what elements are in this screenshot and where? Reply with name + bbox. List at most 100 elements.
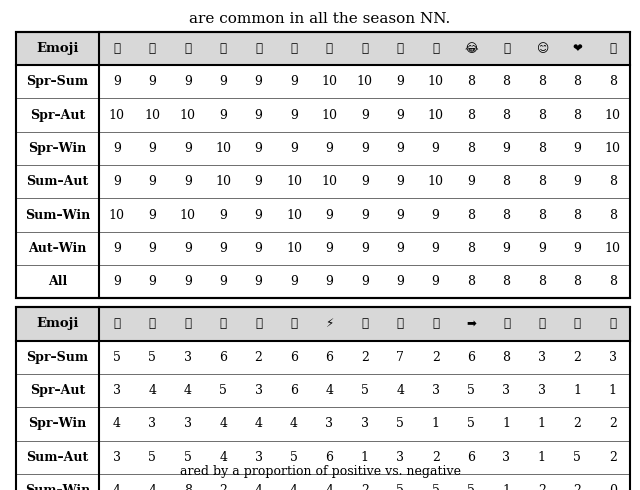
Text: 8: 8 xyxy=(609,175,617,188)
Text: 9: 9 xyxy=(432,142,440,155)
Text: 6: 6 xyxy=(219,351,227,364)
Text: ➡: ➡ xyxy=(466,318,476,330)
Text: Spr–Sum: Spr–Sum xyxy=(26,75,89,88)
Text: 9: 9 xyxy=(184,175,191,188)
Text: ❗: ❗ xyxy=(362,318,368,330)
Text: 6: 6 xyxy=(325,451,333,464)
Text: 💣: 💣 xyxy=(149,318,156,330)
Text: 10: 10 xyxy=(428,175,444,188)
Text: 8: 8 xyxy=(502,75,511,88)
Text: Spr–Win: Spr–Win xyxy=(28,142,87,155)
Text: 10: 10 xyxy=(321,109,337,122)
Text: 9: 9 xyxy=(290,109,298,122)
Text: 10: 10 xyxy=(109,209,125,221)
Text: 9: 9 xyxy=(396,175,404,188)
Text: 3: 3 xyxy=(255,451,262,464)
Text: 8: 8 xyxy=(467,75,475,88)
Text: 9: 9 xyxy=(255,175,262,188)
Text: 9: 9 xyxy=(255,75,262,88)
Text: 8: 8 xyxy=(609,275,617,288)
Text: 8: 8 xyxy=(609,75,617,88)
Text: 3: 3 xyxy=(538,351,546,364)
Text: 4: 4 xyxy=(290,484,298,490)
Text: 3: 3 xyxy=(431,384,440,397)
Text: Spr–Sum: Spr–Sum xyxy=(26,351,89,364)
Text: 9: 9 xyxy=(396,275,404,288)
Text: 🎯: 🎯 xyxy=(609,318,616,330)
Text: 9: 9 xyxy=(148,75,156,88)
Text: 1: 1 xyxy=(538,451,546,464)
Text: 2: 2 xyxy=(432,451,440,464)
Text: 1: 1 xyxy=(502,484,511,490)
Text: 9: 9 xyxy=(538,242,546,255)
Text: 10: 10 xyxy=(286,242,302,255)
Text: 2: 2 xyxy=(361,484,369,490)
Text: 6: 6 xyxy=(467,351,475,364)
Text: 9: 9 xyxy=(148,275,156,288)
Text: 8: 8 xyxy=(502,275,511,288)
Text: 3: 3 xyxy=(255,384,262,397)
Text: are common in all the season NN.: are common in all the season NN. xyxy=(189,12,451,26)
Text: 9: 9 xyxy=(432,275,440,288)
Text: 10: 10 xyxy=(428,109,444,122)
Text: 5: 5 xyxy=(396,417,404,430)
Text: ⭐: ⭐ xyxy=(397,318,404,330)
Text: 3: 3 xyxy=(113,451,121,464)
Text: 4: 4 xyxy=(219,417,227,430)
Text: 2: 2 xyxy=(573,351,581,364)
Text: 5: 5 xyxy=(184,451,191,464)
Text: 9: 9 xyxy=(255,275,262,288)
Text: ared by a proportion of positive vs. negative: ared by a proportion of positive vs. neg… xyxy=(179,465,461,478)
Text: 3: 3 xyxy=(502,451,511,464)
Text: Sum–Aut: Sum–Aut xyxy=(26,451,89,464)
Text: 3: 3 xyxy=(325,417,333,430)
Text: 5: 5 xyxy=(432,484,440,490)
Text: 10: 10 xyxy=(215,175,231,188)
Text: 9: 9 xyxy=(326,275,333,288)
Text: 9: 9 xyxy=(220,109,227,122)
Text: 9: 9 xyxy=(396,109,404,122)
Text: 6: 6 xyxy=(290,351,298,364)
Text: 8: 8 xyxy=(502,209,511,221)
Text: 10: 10 xyxy=(286,209,302,221)
Text: 10: 10 xyxy=(357,75,372,88)
Text: 🌙: 🌙 xyxy=(291,42,298,55)
Text: 8: 8 xyxy=(502,175,511,188)
Text: 9: 9 xyxy=(113,275,121,288)
Text: 🐠: 🐠 xyxy=(397,42,404,55)
Text: 0: 0 xyxy=(609,484,617,490)
Text: 2: 2 xyxy=(573,417,581,430)
Text: 1: 1 xyxy=(609,384,617,397)
Text: 8: 8 xyxy=(538,109,546,122)
Text: 9: 9 xyxy=(148,175,156,188)
Text: 3: 3 xyxy=(538,384,546,397)
Text: Sum–Win: Sum–Win xyxy=(25,209,90,221)
Text: 9: 9 xyxy=(502,142,510,155)
Text: 4: 4 xyxy=(148,384,156,397)
Text: 9: 9 xyxy=(361,109,369,122)
Text: 8: 8 xyxy=(467,209,475,221)
Text: Emoji: Emoji xyxy=(36,42,79,55)
Text: 🏀: 🏀 xyxy=(220,318,227,330)
Text: 8: 8 xyxy=(573,275,581,288)
Text: 3: 3 xyxy=(396,451,404,464)
Text: ❤: ❤ xyxy=(572,42,582,55)
Text: 9: 9 xyxy=(184,242,191,255)
Text: 10: 10 xyxy=(145,109,160,122)
Text: 8: 8 xyxy=(538,175,546,188)
Text: Sum–Win: Sum–Win xyxy=(25,484,90,490)
Text: 😂: 😂 xyxy=(464,42,478,55)
Text: 9: 9 xyxy=(467,175,475,188)
Text: 8: 8 xyxy=(467,242,475,255)
Text: 2: 2 xyxy=(609,451,616,464)
Text: 5: 5 xyxy=(113,351,121,364)
Text: 3: 3 xyxy=(502,384,511,397)
Text: 10: 10 xyxy=(428,75,444,88)
Text: 4: 4 xyxy=(148,484,156,490)
Text: 9: 9 xyxy=(290,75,298,88)
Text: 9: 9 xyxy=(396,209,404,221)
Text: 9: 9 xyxy=(220,75,227,88)
Text: 9: 9 xyxy=(361,142,369,155)
Text: 8: 8 xyxy=(573,209,581,221)
Text: 👜: 👜 xyxy=(255,318,262,330)
